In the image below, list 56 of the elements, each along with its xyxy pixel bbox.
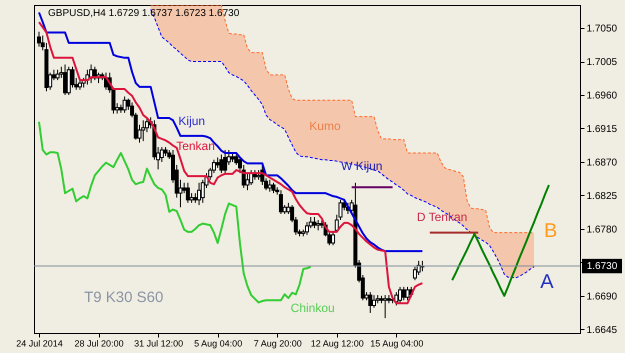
x-tick-label: 7 Aug 20:00 xyxy=(254,338,302,348)
candlestick xyxy=(402,286,406,301)
candlestick xyxy=(78,80,82,90)
line-series xyxy=(38,21,424,304)
line-series xyxy=(38,11,424,252)
y-tick-label: 1.6645 xyxy=(586,324,618,336)
candlestick xyxy=(193,192,198,204)
candlestick xyxy=(56,69,60,81)
annotation: T9 K30 S60 xyxy=(84,289,164,306)
y-tick-label: 1.7005 xyxy=(586,57,618,68)
annotation: A xyxy=(540,271,554,293)
candlestick xyxy=(372,294,376,308)
annotation: Tenkan xyxy=(176,139,215,153)
candlestick xyxy=(316,219,320,231)
candlestick xyxy=(197,182,202,206)
candlestick xyxy=(406,286,410,301)
annotation: W Kijun xyxy=(341,159,382,173)
x-tick-label: 15 Aug 04:00 xyxy=(370,338,424,348)
y-tick-label: 1.6825 xyxy=(586,190,618,202)
annotation: Chinkou xyxy=(290,301,335,315)
candlestick xyxy=(312,216,316,229)
y-tick-label: 1.6960 xyxy=(586,90,618,102)
candlestick xyxy=(331,231,336,246)
candlestick xyxy=(368,292,372,314)
x-tick-label: 28 Jul 20:00 xyxy=(74,338,124,348)
x-tick-label: 24 Jul 2014 xyxy=(16,338,63,348)
ref-line-label: 1.6730 xyxy=(586,261,618,272)
candlestick xyxy=(37,31,41,48)
x-tick-label: 31 Jul 12:00 xyxy=(134,338,184,348)
y-tick-label: 1.6780 xyxy=(586,224,618,236)
annotation: Kijun xyxy=(178,114,206,128)
candlestick xyxy=(216,156,220,168)
annotation: D Tenkan xyxy=(416,210,468,224)
annotation: B xyxy=(544,220,558,242)
candlestick xyxy=(268,179,272,192)
y-tick-label: 1.6690 xyxy=(586,291,618,302)
candlestick xyxy=(223,150,228,174)
candlestick xyxy=(66,66,71,96)
y-tick-label: 1.6915 xyxy=(586,124,618,135)
candlestick xyxy=(122,96,127,114)
candlestick xyxy=(272,182,276,194)
candlestick xyxy=(398,286,402,304)
x-tick-label: 5 Aug 04:00 xyxy=(194,338,242,348)
candlestick xyxy=(141,120,146,142)
chart-title: GBPUSD,H4 1.6729 1.6737 1.6723 1.6730 xyxy=(48,8,240,19)
annotation: Kumo xyxy=(309,119,341,133)
candlestick xyxy=(383,294,388,319)
y-tick-label: 1.7050 xyxy=(586,24,618,35)
candlestick xyxy=(245,172,250,191)
y-tick-label: 1.6870 xyxy=(586,157,618,168)
candlestick xyxy=(186,182,190,204)
candlestick xyxy=(256,170,261,180)
candlestick xyxy=(278,190,283,214)
x-tick-label: 12 Aug 12:00 xyxy=(310,338,364,348)
candlestick xyxy=(219,154,224,174)
candlestick xyxy=(63,64,68,96)
